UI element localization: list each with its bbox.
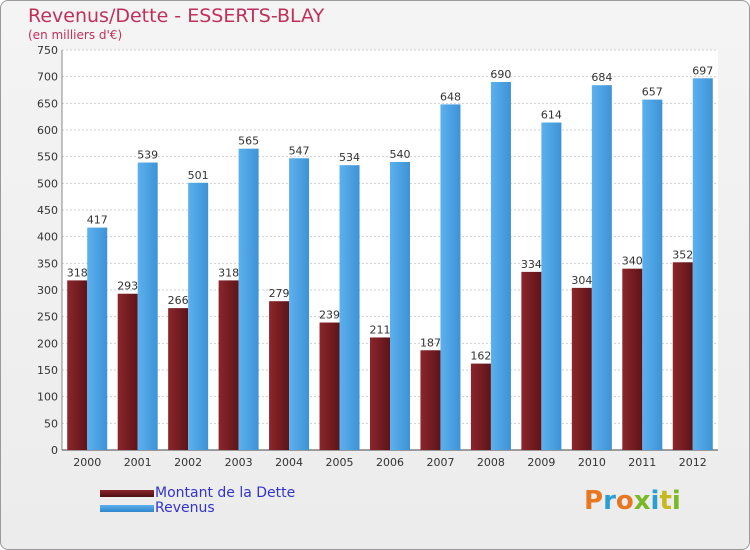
bar-debt xyxy=(420,350,441,450)
x-tick-label: 2008 xyxy=(477,456,505,469)
data-label-revenue: 534 xyxy=(339,151,360,164)
y-tick-label: 550 xyxy=(37,151,58,164)
bar-debt xyxy=(571,287,592,450)
data-label-debt: 211 xyxy=(370,323,391,336)
y-tick-label: 650 xyxy=(37,97,58,110)
x-tick-label: 2006 xyxy=(376,456,404,469)
data-label-revenue: 614 xyxy=(541,109,562,122)
x-tick-label: 2010 xyxy=(578,456,606,469)
data-label-revenue: 417 xyxy=(87,214,108,227)
data-label-debt: 266 xyxy=(168,294,189,307)
data-label-revenue: 684 xyxy=(591,71,612,84)
chart-subtitle: (en milliers d'€) xyxy=(28,28,123,42)
bar-debt xyxy=(521,271,542,450)
x-tick-label: 2001 xyxy=(124,456,152,469)
bar-debt xyxy=(370,337,390,450)
data-label-debt: 293 xyxy=(117,280,138,293)
bar-revenue xyxy=(541,122,562,451)
x-tick-label: 2012 xyxy=(679,456,707,469)
bar-revenue xyxy=(390,162,410,450)
bar-revenue xyxy=(642,99,663,450)
chart-title: Revenus/Dette - ESSERTS-BLAY xyxy=(28,5,325,27)
data-label-debt: 352 xyxy=(672,248,693,261)
x-tick-label: 2003 xyxy=(225,456,253,469)
logo-letter: t xyxy=(659,486,672,516)
y-tick-label: 500 xyxy=(37,177,58,190)
bar-revenue xyxy=(137,162,158,451)
logo-letter: P xyxy=(584,486,604,516)
y-tick-label: 150 xyxy=(37,364,58,377)
data-label-revenue: 540 xyxy=(390,148,411,161)
bar-debt xyxy=(117,293,138,450)
y-tick-label: 350 xyxy=(37,257,58,270)
bar-revenue xyxy=(188,182,209,451)
bar-revenue xyxy=(490,82,511,450)
data-label-debt: 304 xyxy=(571,274,592,287)
bar-revenue xyxy=(289,158,310,450)
y-tick-label: 100 xyxy=(37,391,58,404)
data-label-revenue: 657 xyxy=(642,86,663,99)
y-tick-label: 300 xyxy=(37,284,58,297)
bar-revenue xyxy=(591,85,612,450)
bar-revenue xyxy=(692,78,713,451)
logo-letter: i xyxy=(650,486,660,516)
data-label-debt: 239 xyxy=(319,309,340,322)
bar-debt xyxy=(218,280,239,450)
data-label-debt: 187 xyxy=(420,336,441,349)
data-label-revenue: 501 xyxy=(188,169,209,182)
legend-label-revenue: Revenus xyxy=(155,500,215,516)
y-tick-label: 250 xyxy=(37,311,58,324)
y-tick-label: 50 xyxy=(44,417,58,430)
bar-debt xyxy=(67,280,88,450)
x-tick-label: 2004 xyxy=(275,456,303,469)
data-label-debt: 279 xyxy=(269,287,290,300)
data-label-debt: 318 xyxy=(218,266,239,279)
y-tick-label: 700 xyxy=(37,71,58,84)
proxiti-logo: Proxiti xyxy=(584,486,681,516)
bar-revenue xyxy=(238,148,259,450)
bar-debt xyxy=(622,268,643,450)
x-tick-label: 2009 xyxy=(527,456,555,469)
logo-letter: o xyxy=(615,486,634,516)
data-label-debt: 162 xyxy=(470,350,491,363)
bar-debt xyxy=(319,322,340,450)
y-tick-label: 200 xyxy=(37,337,58,350)
bar-debt xyxy=(269,301,290,450)
legend-label-debt: Montant de la Dette xyxy=(155,485,296,501)
y-tick-label: 0 xyxy=(51,444,58,457)
y-tick-label: 600 xyxy=(37,124,58,137)
bar-debt xyxy=(470,363,491,450)
legend-swatch-revenue xyxy=(100,505,154,512)
x-tick-label: 2011 xyxy=(628,456,656,469)
legend-swatch-debt xyxy=(100,490,154,497)
bar-revenue xyxy=(440,104,461,451)
y-tick-label: 450 xyxy=(37,204,58,217)
y-tick-label: 750 xyxy=(37,44,58,57)
x-tick-label: 2002 xyxy=(174,456,202,469)
data-label-debt: 340 xyxy=(622,255,643,268)
data-label-revenue: 547 xyxy=(289,144,310,157)
data-label-revenue: 565 xyxy=(238,135,259,148)
logo-letter: r xyxy=(603,486,616,516)
bar-debt xyxy=(672,262,693,450)
x-tick-label: 2005 xyxy=(326,456,354,469)
bar-debt xyxy=(168,308,189,450)
x-tick-label: 2000 xyxy=(73,456,101,469)
data-label-debt: 334 xyxy=(521,258,542,271)
logo-letter: i xyxy=(671,486,681,516)
y-tick-label: 400 xyxy=(37,231,58,244)
data-label-debt: 318 xyxy=(67,266,88,279)
x-tick-label: 2007 xyxy=(426,456,454,469)
data-label-revenue: 690 xyxy=(490,68,511,81)
bar-revenue xyxy=(87,227,108,450)
data-label-revenue: 648 xyxy=(440,90,461,103)
data-label-revenue: 539 xyxy=(137,149,158,162)
logo-letter: x xyxy=(633,486,651,516)
bar-revenue xyxy=(339,165,360,450)
data-label-revenue: 697 xyxy=(692,64,713,77)
